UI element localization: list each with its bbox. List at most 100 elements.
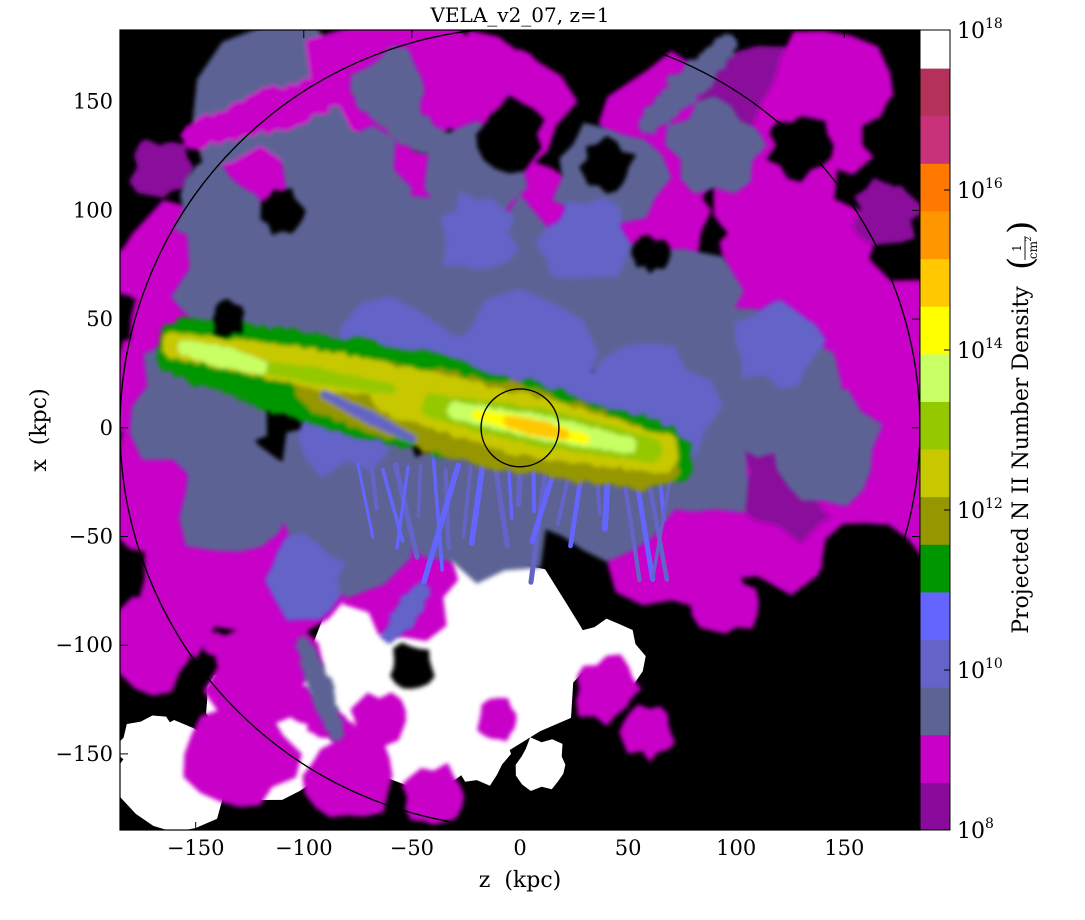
x-axis-ticks: −150 −100 −50 0 50 100 150 xyxy=(167,30,864,860)
colorbar-band xyxy=(920,306,950,355)
colorbar-band xyxy=(920,734,950,783)
below-range-patch xyxy=(515,737,566,791)
void-patch xyxy=(862,91,920,187)
halo-gas-patch xyxy=(477,697,517,742)
density-filament xyxy=(651,469,674,580)
halo-gas-patch xyxy=(690,565,759,634)
void-patch xyxy=(212,298,245,337)
disk-band xyxy=(407,434,417,443)
void-patch xyxy=(476,95,545,174)
halo-gas-patch xyxy=(183,694,302,807)
void-patch xyxy=(390,642,435,689)
halo-gas-patch xyxy=(302,733,393,818)
disk-band xyxy=(557,428,570,441)
halo-gas-strand xyxy=(412,581,431,600)
x-tick-label: 150 xyxy=(824,836,864,860)
halo-gas-patch xyxy=(179,421,313,552)
void-patch xyxy=(579,135,637,194)
chart-title: VELA_v2_07, z=1 xyxy=(430,3,610,27)
density-filament xyxy=(461,465,473,539)
halo-gas-patch xyxy=(734,299,827,389)
colorbar-tick-label: 1018 xyxy=(957,16,1003,44)
halo-gas-patch xyxy=(619,704,676,762)
y-axis-label: x (kpc) xyxy=(27,388,52,471)
disk-band xyxy=(253,360,268,375)
halo-gas-patch xyxy=(535,197,631,279)
colorbar-band xyxy=(920,687,950,736)
density-filament xyxy=(416,464,423,518)
colorbar-band xyxy=(920,782,950,831)
colorbar-band xyxy=(920,115,950,164)
disk-band xyxy=(619,436,637,454)
halo-gas-strand xyxy=(712,33,738,61)
colorbar-band xyxy=(920,258,950,307)
disk-band xyxy=(579,433,590,445)
colorbar-frame xyxy=(919,29,951,831)
colorbar-unit: ( 1 cm 2 ) xyxy=(1001,221,1041,270)
halo-gas-strand xyxy=(343,729,372,759)
colorbar-tick-label: 1014 xyxy=(957,336,1003,364)
colorbar: 108 1010 1012 1014 1016 1018 Projected N II N… xyxy=(919,16,1041,844)
plot-area: −150 −100 −50 0 50 100 150 150 100 50 0 −50 −100 −15… xyxy=(55,29,921,860)
central-circle xyxy=(480,388,560,468)
x-tick-label: 0 xyxy=(513,836,526,860)
density-filament xyxy=(392,461,420,560)
x-axis-label: z (kpc) xyxy=(479,868,561,893)
density-filament xyxy=(368,453,379,511)
x-tick-label: −50 xyxy=(390,836,434,860)
density-filament xyxy=(506,460,514,521)
colorbar-band xyxy=(920,163,950,212)
halo-gas-patch xyxy=(129,135,194,198)
colorbar-band xyxy=(920,449,950,498)
below-range-patch xyxy=(120,715,191,786)
density-map xyxy=(120,30,920,830)
y-tick-label: 150 xyxy=(73,90,113,114)
colorbar-band xyxy=(920,639,950,688)
colorbar-band xyxy=(920,496,950,545)
y-tick-label: 100 xyxy=(73,198,113,222)
halo-gas-patch xyxy=(484,49,553,119)
colorbar-tick-label: 1010 xyxy=(957,656,1003,684)
halo-gas-patch xyxy=(773,388,883,507)
density-filament xyxy=(395,465,410,550)
unit-numerator: 1 xyxy=(1010,244,1024,252)
y-tick-label: 0 xyxy=(100,416,113,440)
y-tick-label: −150 xyxy=(55,742,113,766)
colorbar-band xyxy=(920,68,950,117)
x-tick-label: 100 xyxy=(716,836,756,860)
halo-gas-patch xyxy=(120,596,195,696)
halo-gas-patch xyxy=(576,654,642,727)
y-tick-label: −100 xyxy=(55,633,113,657)
colorbar-bands xyxy=(920,30,950,831)
colorbar-tick-label: 1016 xyxy=(957,176,1003,204)
density-filament xyxy=(468,457,487,546)
density-filament xyxy=(356,462,375,539)
y-axis-ticks: 150 100 50 0 −50 −100 −150 xyxy=(55,90,920,766)
unit-close-paren: ) xyxy=(1001,221,1041,234)
void-patch xyxy=(766,116,834,183)
y-tick-label: −50 xyxy=(69,525,113,549)
colorbar-band xyxy=(920,353,950,402)
y-tick-label: 50 xyxy=(86,307,113,331)
void-patch xyxy=(821,523,920,624)
halo-gas-patch xyxy=(281,125,413,253)
colorbar-band xyxy=(920,210,950,260)
unit-open-paren: ( xyxy=(1001,257,1041,270)
halo-gas-patch xyxy=(173,158,268,259)
halo-gas-strand xyxy=(329,723,346,742)
x-tick-label: −100 xyxy=(275,836,333,860)
x-tick-label: 50 xyxy=(615,836,642,860)
colorbar-label: Projected N II Number Density xyxy=(1009,286,1034,634)
colorbar-band xyxy=(920,544,950,593)
colorbar-band xyxy=(920,30,950,69)
colorbar-tick-label: 108 xyxy=(957,816,994,844)
colorbar-label-group: Projected N II Number Density ( 1 cm 2 ) xyxy=(1001,221,1041,634)
halo-gas-patch xyxy=(440,191,519,270)
halo-gas-strand xyxy=(441,144,467,167)
halo-gas-patch xyxy=(852,177,920,246)
void-patch xyxy=(631,235,671,274)
voids xyxy=(120,53,920,689)
halo-gas-patch xyxy=(665,96,767,194)
colorbar-ticks: 108 1010 1012 1014 1016 1018 xyxy=(944,16,1003,844)
